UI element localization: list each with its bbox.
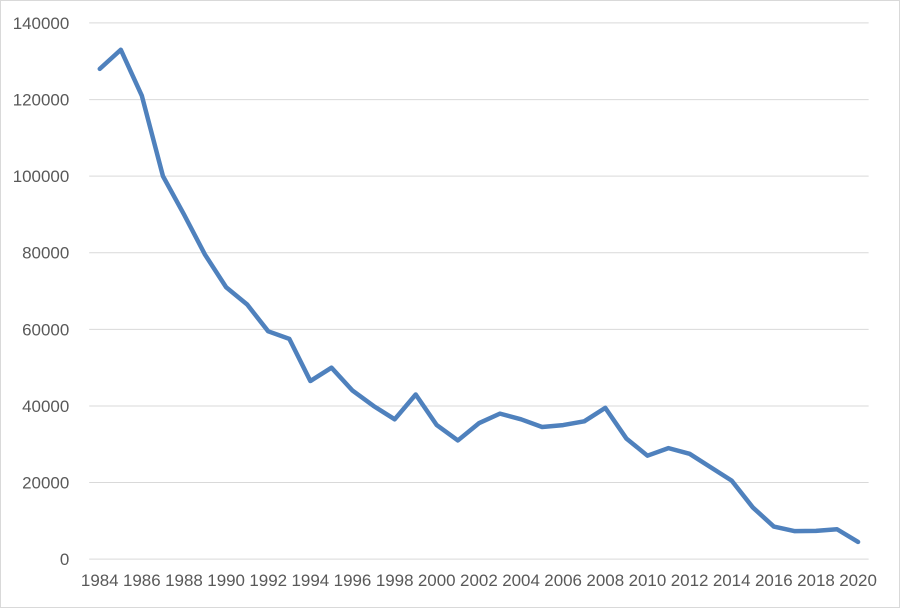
x-axis-tick-label: 1994 [292, 571, 330, 590]
x-axis-tick-label: 2006 [544, 571, 582, 590]
gridlines-group [89, 22, 869, 560]
x-axis-tick-label: 1988 [165, 571, 203, 590]
x-axis-tick-label: 2018 [797, 571, 835, 590]
y-axis-tick-label: 100000 [13, 167, 70, 186]
x-axis-tick-label: 1986 [123, 571, 161, 590]
y-axis-tick-label: 80000 [22, 244, 69, 263]
x-axis-tick-label: 1984 [81, 571, 119, 590]
x-axis-tick-label: 2016 [755, 571, 793, 590]
x-axis-tick-label: 2020 [839, 571, 877, 590]
x-axis-tick-label: 2000 [418, 571, 456, 590]
x-axis-tick-label: 2014 [713, 571, 751, 590]
x-axis-tick-label: 2008 [586, 571, 624, 590]
y-axis-tick-label: 20000 [22, 473, 69, 492]
y-axis-tick-label: 0 [60, 550, 69, 569]
y-axis-tick-label: 60000 [22, 320, 69, 339]
x-axis-tick-label: 1996 [334, 571, 372, 590]
y-axis-tick-labels-group: 0 20000 40000 60000 80000 100000 120000 140000 [13, 14, 70, 569]
x-axis-tick-labels-group: 1984 1986 1988 1990 1992 1994 1996 1998 2000 2002… [81, 571, 877, 590]
x-axis-tick-label: 2010 [629, 571, 667, 590]
y-axis-tick-label: 140000 [13, 14, 70, 33]
x-axis-tick-label: 2012 [671, 571, 709, 590]
data-series-line [97, 47, 861, 545]
x-axis-tick-label: 2002 [460, 571, 498, 590]
y-axis-tick-label: 120000 [13, 91, 70, 110]
y-axis-tick-label: 40000 [22, 397, 69, 416]
x-axis-tick-label: 2004 [502, 571, 540, 590]
series-group [97, 47, 861, 545]
x-axis-tick-label: 1990 [207, 571, 245, 590]
x-axis-tick-label: 1998 [376, 571, 414, 590]
x-axis-tick-label: 1992 [249, 571, 287, 590]
